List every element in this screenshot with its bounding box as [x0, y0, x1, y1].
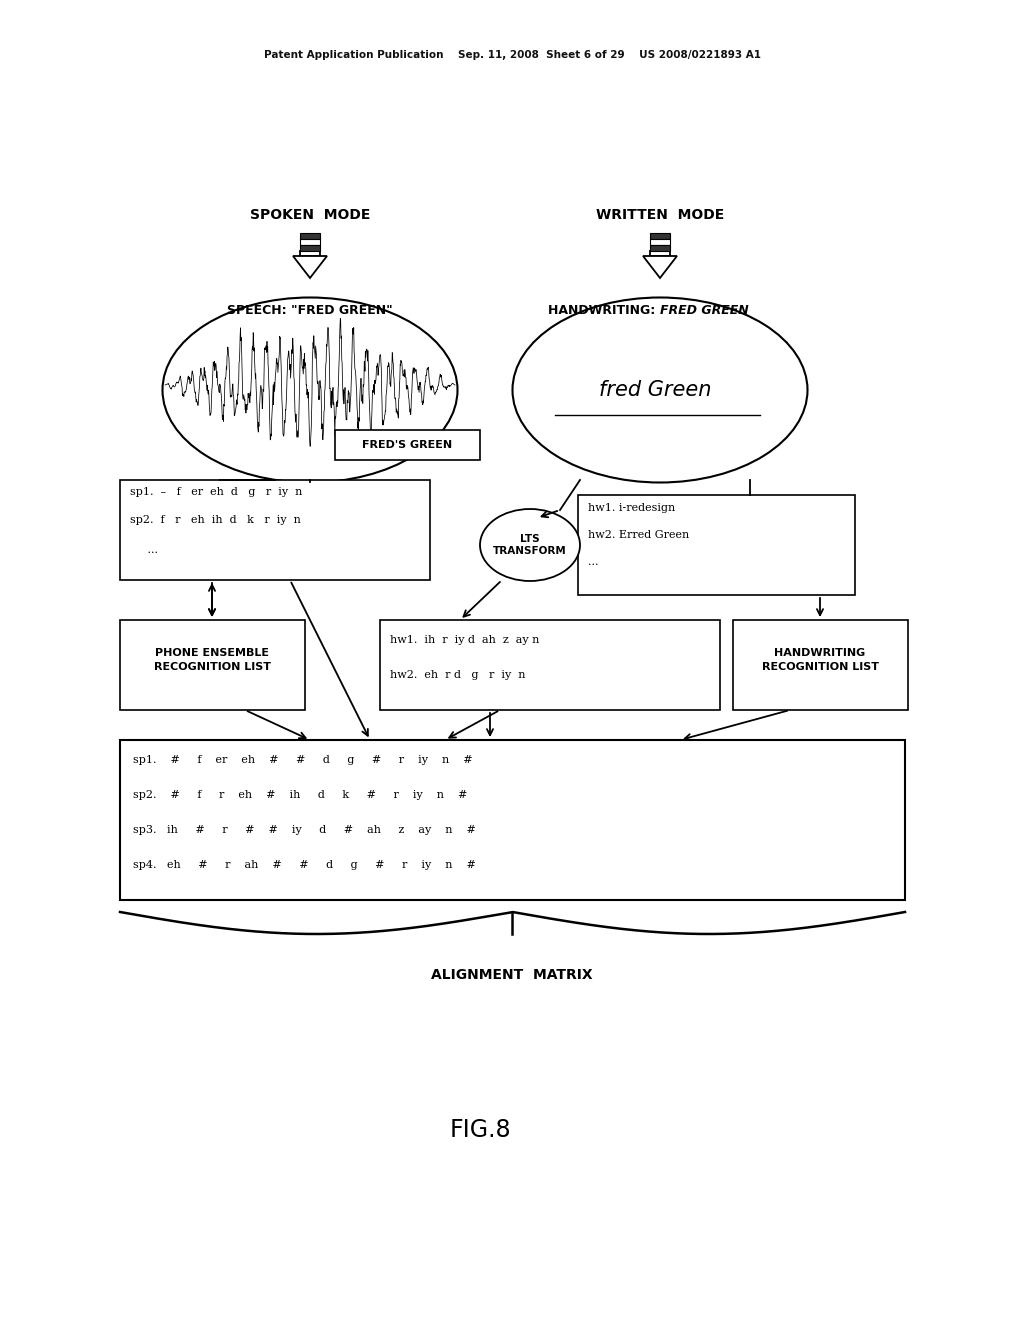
Text: HANDWRITING:: HANDWRITING:	[549, 304, 660, 317]
Text: WRITTEN  MODE: WRITTEN MODE	[596, 209, 724, 222]
Text: FRED GREEN: FRED GREEN	[660, 304, 749, 317]
Text: hw1. i-redesign: hw1. i-redesign	[588, 503, 675, 513]
Text: ...: ...	[130, 545, 158, 554]
Ellipse shape	[512, 297, 808, 483]
Text: sp3.   ih     #     r     #    #    iy     d     #    ah     z    ay    n    #: sp3. ih # r # # iy d # ah z ay n #	[133, 825, 476, 836]
Text: ALIGNMENT  MATRIX: ALIGNMENT MATRIX	[431, 968, 593, 982]
Bar	[120, 741, 905, 900]
Text: ...: ...	[588, 557, 598, 568]
Text: SPEECH: "FRED GREEN": SPEECH: "FRED GREEN"	[227, 304, 393, 317]
Polygon shape	[293, 256, 327, 279]
Ellipse shape	[480, 510, 580, 581]
Bar	[380, 620, 720, 710]
Text: LTS
TRANSFORM: LTS TRANSFORM	[494, 533, 567, 556]
Bar	[650, 234, 670, 239]
Bar	[335, 430, 480, 459]
Text: FIG.8: FIG.8	[450, 1118, 511, 1142]
Text: sp2.    #     f     r    eh    #    ih     d     k     #     r    iy    n    #: sp2. # f r eh # ih d k # r iy n #	[133, 789, 467, 800]
Ellipse shape	[163, 297, 458, 483]
Bar	[650, 239, 670, 246]
Bar	[120, 620, 305, 710]
Text: sp2.  f   r   eh  ih  d   k   r  iy  n: sp2. f r eh ih d k r iy n	[130, 515, 301, 525]
Text: HANDWRITING
RECOGNITION LIST: HANDWRITING RECOGNITION LIST	[762, 648, 879, 672]
Text: FRED'S GREEN: FRED'S GREEN	[361, 440, 452, 450]
Polygon shape	[643, 256, 677, 279]
Bar	[120, 480, 430, 579]
Text: fred Green: fred Green	[599, 380, 712, 400]
Bar	[578, 495, 855, 595]
Text: sp4.   eh     #     r    ah    #     #     d     g     #     r    iy    n    #: sp4. eh # r ah # # d g # r iy n #	[133, 861, 476, 870]
Text: hw1.  ih  r  iy d  ah  z  ay n: hw1. ih r iy d ah z ay n	[390, 635, 540, 645]
Text: sp1.    #     f    er    eh    #     #     d     g     #     r    iy    n    #: sp1. # f er eh # # d g # r iy n #	[133, 755, 473, 766]
Bar	[300, 234, 319, 239]
Text: PHONE ENSEMBLE
RECOGNITION LIST: PHONE ENSEMBLE RECOGNITION LIST	[154, 648, 270, 672]
Bar	[300, 251, 319, 256]
Bar	[650, 251, 670, 256]
Text: sp1.  –   f   er  eh  d   g   r  iy  n: sp1. – f er eh d g r iy n	[130, 487, 302, 498]
Bar	[300, 246, 319, 251]
Text: hw2.  eh  r d   g   r  iy  n: hw2. eh r d g r iy n	[390, 671, 525, 680]
Bar	[300, 239, 319, 246]
Bar	[733, 620, 908, 710]
Text: Patent Application Publication    Sep. 11, 2008  Sheet 6 of 29    US 2008/022189: Patent Application Publication Sep. 11, …	[263, 50, 761, 59]
Text: SPOKEN  MODE: SPOKEN MODE	[250, 209, 371, 222]
Text: hw2. Erred Green: hw2. Erred Green	[588, 531, 689, 540]
Bar	[650, 246, 670, 251]
